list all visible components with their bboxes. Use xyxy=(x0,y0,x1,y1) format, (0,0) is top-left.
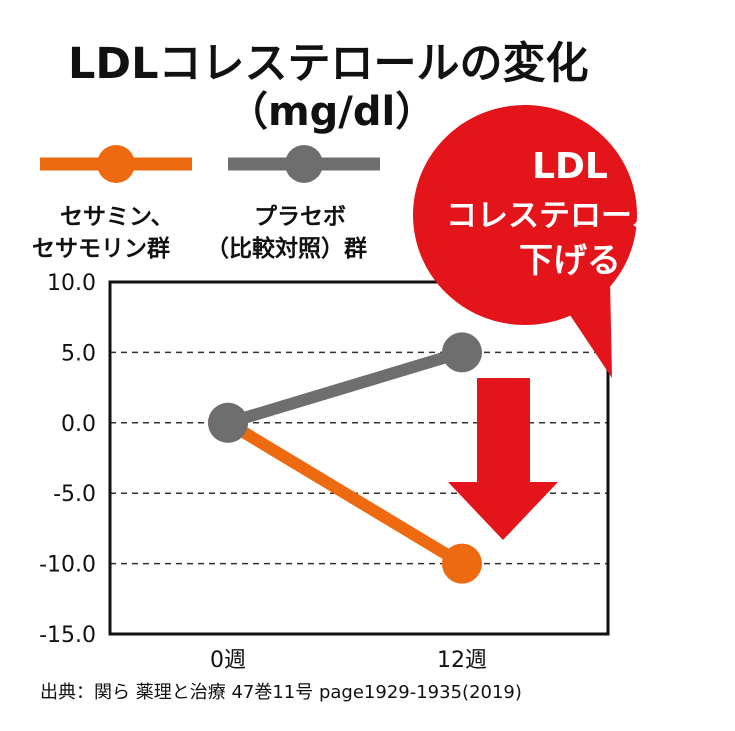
series-layer xyxy=(208,332,482,584)
legend-label-sesamin-line1: セサミン、 xyxy=(60,204,174,230)
series-0 xyxy=(226,346,464,429)
legend-symbol-placebo xyxy=(228,145,380,183)
source-citation: 出典：関ら 薬理と治療 47巻11号 page1929-1935(2019) xyxy=(40,682,522,703)
callout-line2: コレステロールを xyxy=(446,198,694,234)
data-point-1-1 xyxy=(442,543,482,584)
series-line-1 xyxy=(224,417,466,569)
x-tick-label: 12週 xyxy=(437,648,487,673)
down-arrow-icon xyxy=(448,378,558,540)
gridlines xyxy=(110,351,608,565)
x-axis: 0週 12週 xyxy=(210,648,487,673)
y-tick-label: 5.0 xyxy=(61,341,96,366)
legend-label-placebo-line2: （比較対照）群 xyxy=(206,235,367,262)
y-tick-label: 10.0 xyxy=(47,271,96,296)
legend-label-sesamin-line2: セサモリン群 xyxy=(32,235,170,262)
y-tick-label: -15.0 xyxy=(39,623,96,648)
x-tick-label: 0週 xyxy=(210,648,246,673)
plot-frame xyxy=(108,280,610,636)
chart-title: LDLコレステロールの変化 xyxy=(68,39,589,89)
y-axis: 10.0 5.0 0.0 -5.0 -10.0 -15.0 xyxy=(39,271,96,648)
data-point-0-0 xyxy=(208,402,248,443)
series-line-0 xyxy=(226,346,464,429)
callout-bubble xyxy=(413,105,637,378)
legend-symbol-sesamin xyxy=(40,145,192,183)
callout-line3: 下げる xyxy=(519,241,621,281)
legend-label-placebo-line1: プラセボ xyxy=(254,204,346,230)
callout-line1: LDL xyxy=(532,146,608,187)
series-1 xyxy=(224,417,466,569)
y-tick-label: -5.0 xyxy=(53,482,96,507)
y-tick-label: -10.0 xyxy=(39,553,96,578)
data-point-0-1 xyxy=(442,332,482,373)
chart-unit: （mg/dl） xyxy=(228,89,435,135)
y-tick-label: 0.0 xyxy=(61,412,96,437)
